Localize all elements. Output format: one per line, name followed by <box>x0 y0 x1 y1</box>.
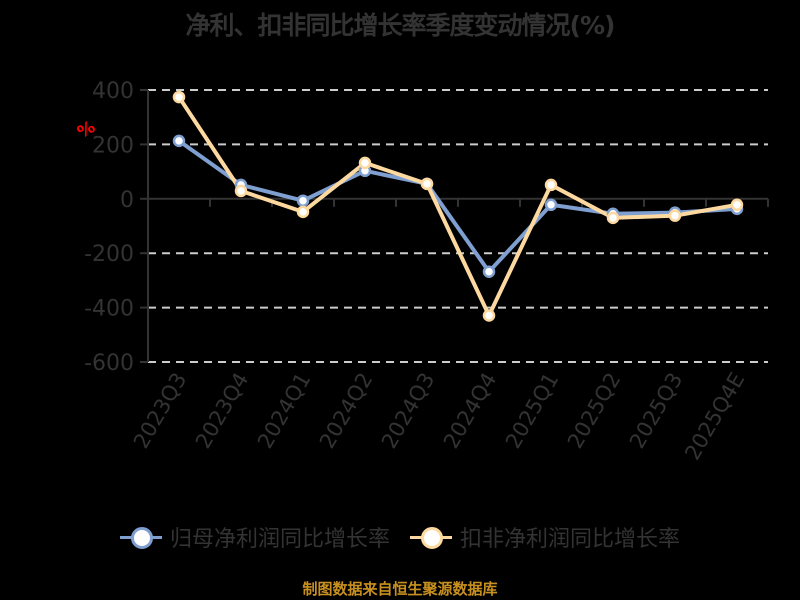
data-point <box>482 265 496 278</box>
y-tick-label: 200 <box>92 133 134 158</box>
legend-item-net-profit[interactable]: 归母净利润同比增长率 <box>119 521 390 553</box>
x-tick-label: 2024Q1 <box>253 369 315 453</box>
series-line <box>177 95 738 318</box>
data-point <box>544 178 558 192</box>
y-tick-label: 400 <box>92 79 134 104</box>
legend-item-deducted-net-profit[interactable]: 扣非净利润同比增长率 <box>410 521 680 553</box>
data-point <box>296 194 310 207</box>
data-point <box>544 198 558 212</box>
x-tick-label: 2025Q4E <box>680 369 749 465</box>
data-point <box>296 205 310 219</box>
legend: 归母净利润同比增长率 扣非净利润同比增长率 <box>0 521 800 553</box>
data-point <box>172 90 186 104</box>
data-point <box>358 156 372 170</box>
data-point <box>482 309 496 322</box>
x-tick-label: 2025Q1 <box>501 369 563 453</box>
y-tick-label: -200 <box>84 242 134 267</box>
legend-label: 扣非净利润同比增长率 <box>460 527 681 552</box>
y-tick-label: -600 <box>84 351 134 376</box>
legend-marker-icon <box>410 525 452 549</box>
data-point <box>668 209 682 222</box>
y-tick-label: 0 <box>120 188 134 213</box>
series-line <box>177 139 738 274</box>
x-tick-label: 2024Q4 <box>439 369 501 453</box>
chart-title: 净利、扣非同比增长率季度变动情况(%) <box>185 11 616 40</box>
x-tick-label: 2023Q4 <box>191 369 253 453</box>
legend-marker-icon <box>119 525 162 549</box>
x-tick-label: 2024Q2 <box>315 369 377 453</box>
grid-lines <box>148 89 768 363</box>
y-tick-label: -400 <box>84 297 134 322</box>
data-series <box>172 90 744 322</box>
data-point <box>420 177 434 191</box>
x-tick-label: 2023Q3 <box>129 369 191 453</box>
data-point <box>172 134 186 148</box>
data-point <box>606 211 620 225</box>
x-tick-label: 2025Q3 <box>625 369 687 453</box>
data-point <box>234 184 248 198</box>
x-tick-label: 2024Q3 <box>377 369 439 453</box>
legend-label: 归母净利润同比增长率 <box>169 527 390 552</box>
x-tick-label: 2025Q2 <box>563 369 625 453</box>
data-point <box>730 198 744 212</box>
data-source-footer: 制图数据来自恒生聚源数据库 <box>302 580 498 598</box>
